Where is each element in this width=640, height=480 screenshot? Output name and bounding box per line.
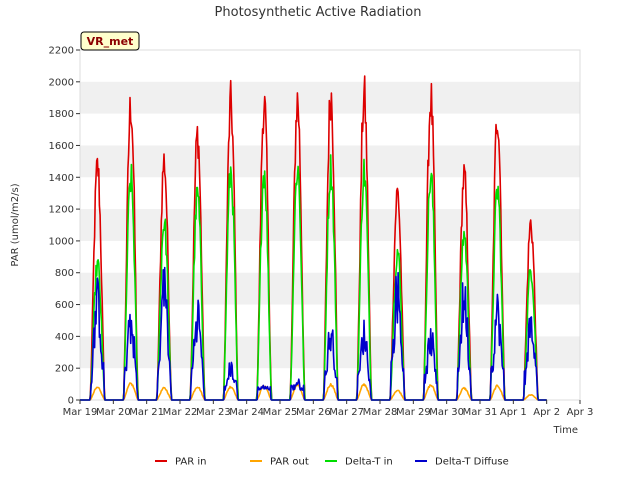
y-axis-label: PAR (umol/m2/s) (10, 183, 21, 266)
legend-entry: PAR out (270, 457, 309, 468)
y-tick-label: 200 (55, 364, 74, 375)
x-tick-label: Mar 31 (463, 407, 498, 418)
legend-entry: Delta-T in (345, 457, 393, 468)
y-tick-label: 0 (68, 396, 74, 407)
x-tick-label: Mar 24 (229, 407, 264, 418)
site-badge-box (80, 31, 140, 51)
y-tick-label: 1000 (49, 236, 74, 247)
legend-entry: PAR in (175, 457, 206, 468)
legend-entry: Delta-T Diffuse (435, 457, 509, 468)
y-tick-label: 400 (55, 332, 74, 343)
legend: PAR in PAR out Delta-T in Delta-T Diffuse (155, 457, 509, 468)
x-tick-label: Mar 19 (63, 407, 98, 418)
site-badge-text: VR_met (87, 35, 134, 48)
y-tick-label: 600 (55, 300, 74, 311)
grid-band (80, 272, 580, 305)
x-tick-label: Mar 29 (396, 407, 431, 418)
x-tick-label: Mar 20 (96, 407, 131, 418)
site-badge: VR_met (80, 31, 140, 51)
x-tick-label: Mar 30 (429, 407, 464, 418)
chart-title: Photosynthetic Active Radiation (215, 5, 422, 20)
y-tick-label: 800 (55, 268, 74, 279)
y-tick-label: 2200 (49, 46, 74, 57)
x-tick-label: Apr 2 (533, 407, 560, 418)
x-tick-label: Mar 23 (196, 407, 231, 418)
x-tick-label: Mar 26 (296, 407, 331, 418)
y-tick-label: 1200 (49, 205, 74, 216)
x-tick-label: Apr 3 (567, 407, 594, 418)
grid-band (80, 209, 580, 241)
y-axis-ticks: 0 200 400 600 800 1000 1200 1400 1600 1800 2000 220… (49, 46, 80, 407)
x-tick-label: Mar 25 (263, 407, 298, 418)
x-tick-label: Mar 27 (329, 407, 364, 418)
x-axis-label: Time (553, 425, 578, 436)
y-tick-label: 1800 (49, 109, 74, 120)
x-tick-label: Mar 22 (163, 407, 198, 418)
x-tick-label: Mar 28 (363, 407, 398, 418)
x-tick-label: Apr 1 (500, 407, 527, 418)
plot-area-frame (79, 49, 581, 401)
y-tick-label: 1600 (49, 141, 74, 152)
y-tick-label: 1400 (49, 173, 74, 184)
x-tick-label: Mar 21 (129, 407, 164, 418)
y-tick-label: 2000 (49, 77, 74, 88)
